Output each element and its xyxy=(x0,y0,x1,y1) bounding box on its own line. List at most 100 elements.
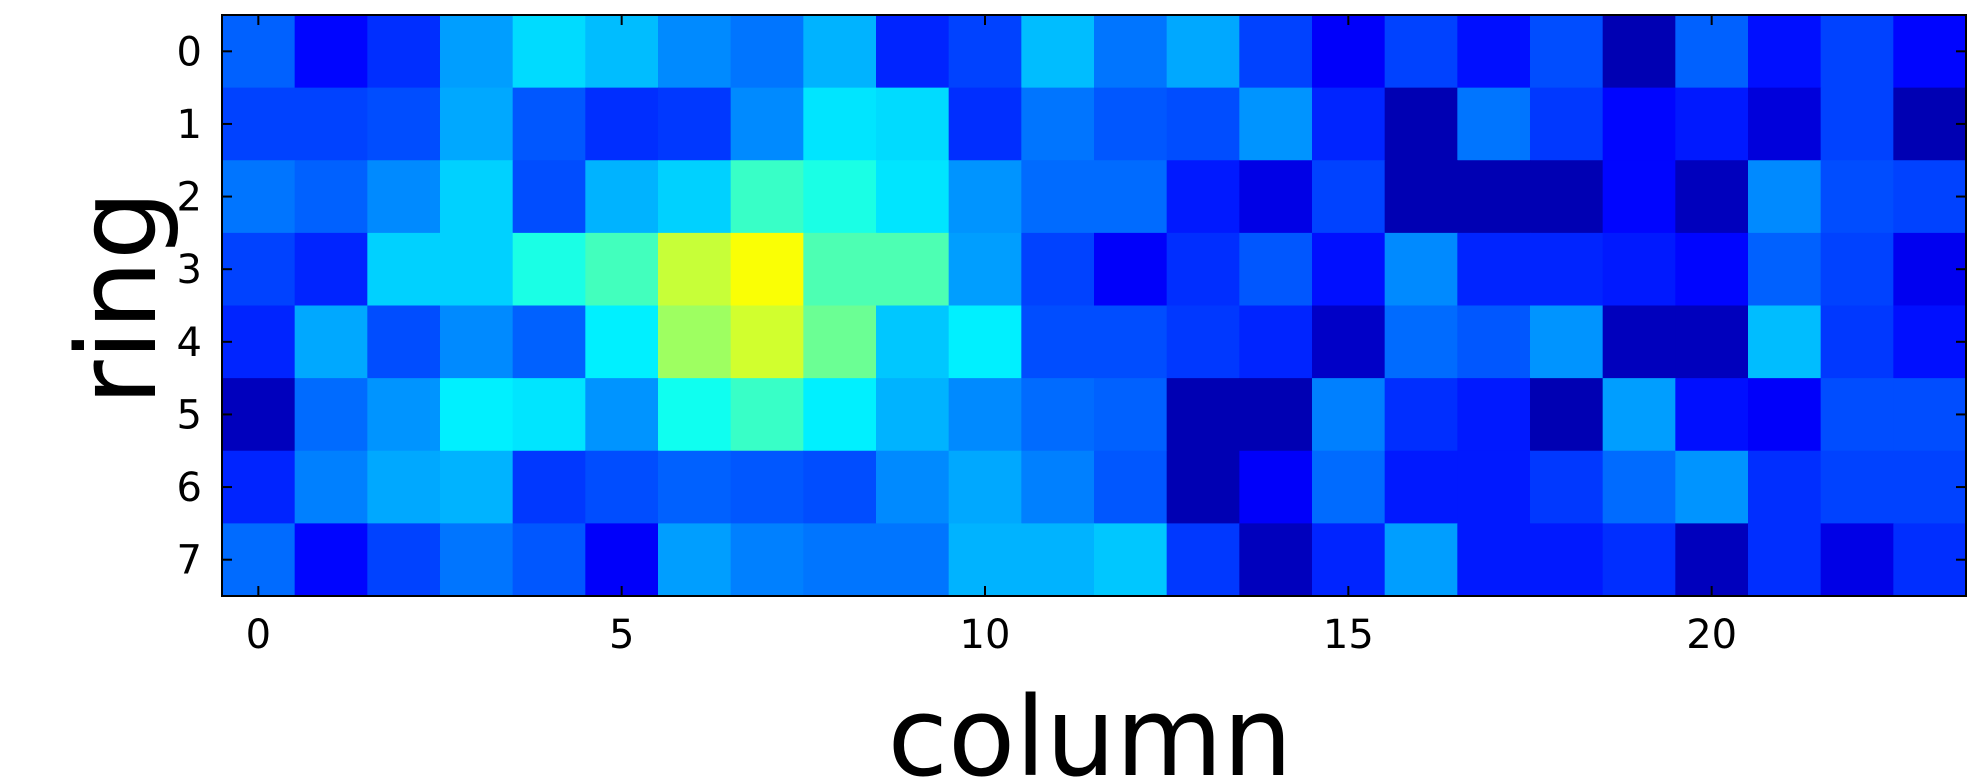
x-tick-label: 15 xyxy=(1323,612,1374,658)
x-axis-title: column xyxy=(888,673,1293,777)
heatmap-cell xyxy=(1893,378,1967,452)
heatmap-cell xyxy=(1530,87,1604,161)
heatmap-cell xyxy=(1384,87,1458,161)
heatmap-cell xyxy=(512,450,586,524)
heatmap-cell xyxy=(440,450,514,524)
heatmap-cell xyxy=(1675,160,1749,234)
heatmap-cell xyxy=(948,523,1022,597)
heatmap-cell xyxy=(440,87,514,161)
heatmap-cell xyxy=(294,450,368,524)
heatmap-cell xyxy=(440,160,514,234)
heatmap-cell xyxy=(1312,378,1386,452)
heatmap-cell xyxy=(1457,450,1531,524)
heatmap-cell xyxy=(1384,305,1458,379)
heatmap-cell xyxy=(1675,450,1749,524)
x-tick-label: 5 xyxy=(609,612,634,658)
heatmap-cell xyxy=(440,232,514,307)
y-tick-label: 6 xyxy=(177,465,202,511)
heatmap-cell xyxy=(876,450,950,524)
heatmap-cell xyxy=(658,305,732,379)
heatmap-cell xyxy=(1166,87,1240,161)
heatmap-cell xyxy=(1530,232,1604,307)
heatmap-cell xyxy=(730,305,804,379)
heatmap-cell xyxy=(1530,160,1604,234)
heatmap-cell xyxy=(658,523,732,597)
heatmap-cell xyxy=(803,523,877,597)
heatmap-cell xyxy=(1457,378,1531,452)
heatmap-cells xyxy=(222,15,1967,597)
heatmap-cell xyxy=(876,160,950,234)
heatmap-cell xyxy=(803,232,877,307)
heatmap-cell xyxy=(1457,523,1531,597)
heatmap-cell xyxy=(1530,523,1604,597)
heatmap-cell xyxy=(367,378,441,452)
heatmap-cell xyxy=(876,15,950,89)
heatmap-cell xyxy=(1239,523,1313,597)
heatmap-cell xyxy=(367,15,441,89)
heatmap-cell xyxy=(222,232,296,307)
heatmap-cell xyxy=(1602,450,1676,524)
heatmap-cell xyxy=(585,15,659,89)
heatmap-cell xyxy=(1239,305,1313,379)
heatmap-cell xyxy=(1602,378,1676,452)
heatmap-cell xyxy=(367,232,441,307)
heatmap-cell xyxy=(1748,15,1822,89)
heatmap-cell xyxy=(1748,160,1822,234)
heatmap-cell xyxy=(803,450,877,524)
heatmap-cell xyxy=(367,160,441,234)
y-axis-ticks: 0 1 2 3 4 5 6 7 xyxy=(177,29,1966,584)
heatmap-cell xyxy=(1384,378,1458,452)
heatmap-cell xyxy=(585,305,659,379)
heatmap-cell xyxy=(512,523,586,597)
heatmap-cell xyxy=(1457,160,1531,234)
heatmap-cell xyxy=(1021,305,1095,379)
heatmap-cell xyxy=(1312,160,1386,234)
heatmap-cell xyxy=(440,305,514,379)
heatmap-cell xyxy=(222,378,296,452)
heatmap-cell xyxy=(1384,160,1458,234)
heatmap-cell xyxy=(1530,450,1604,524)
y-tick-label: 1 xyxy=(177,102,202,148)
heatmap-cell xyxy=(1239,450,1313,524)
heatmap-cell xyxy=(1748,378,1822,452)
heatmap-cell xyxy=(440,378,514,452)
heatmap-cell xyxy=(876,523,950,597)
heatmap-cell xyxy=(1021,15,1095,89)
heatmap-cell xyxy=(1094,450,1168,524)
x-axis-ticks: 0 5 10 15 20 xyxy=(246,15,1737,658)
heatmap-cell xyxy=(294,15,368,89)
heatmap-cell xyxy=(1384,15,1458,89)
x-tick-label: 0 xyxy=(246,612,271,658)
heatmap-cell xyxy=(222,87,296,161)
heatmap-cell xyxy=(658,160,732,234)
heatmap-cell xyxy=(803,378,877,452)
heatmap-cell xyxy=(585,378,659,452)
heatmap-cell xyxy=(585,450,659,524)
heatmap-cell xyxy=(1094,232,1168,307)
heatmap-cell xyxy=(1893,305,1967,379)
heatmap-cell xyxy=(1820,378,1894,452)
heatmap-cell xyxy=(1675,305,1749,379)
heatmap-cell xyxy=(294,523,368,597)
heatmap-cell xyxy=(1675,87,1749,161)
heatmap-cell xyxy=(294,160,368,234)
y-axis-title: ring xyxy=(53,190,181,405)
heatmap-cell xyxy=(1530,378,1604,452)
heatmap-cell xyxy=(222,450,296,524)
heatmap-cell xyxy=(294,305,368,379)
heatmap-cell xyxy=(1893,87,1967,161)
heatmap-cell xyxy=(1312,450,1386,524)
heatmap-cell xyxy=(876,305,950,379)
heatmap-cell xyxy=(1166,305,1240,379)
y-tick-label: 7 xyxy=(177,538,202,584)
y-tick-label: 3 xyxy=(177,247,202,293)
heatmap-cell xyxy=(367,523,441,597)
heatmap-cell xyxy=(1166,450,1240,524)
heatmap-cell xyxy=(585,523,659,597)
heatmap-cell xyxy=(512,15,586,89)
heatmap-cell xyxy=(512,87,586,161)
heatmap-cell xyxy=(1675,378,1749,452)
heatmap-cell xyxy=(1021,232,1095,307)
heatmap-cell xyxy=(1094,160,1168,234)
